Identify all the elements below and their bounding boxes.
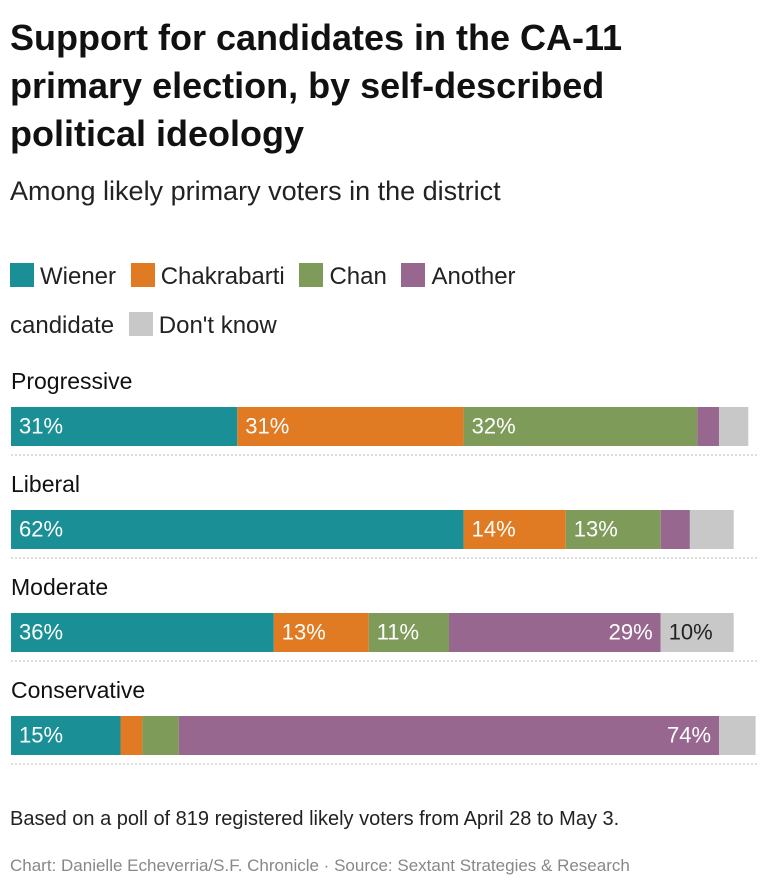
credit: Chart: Danielle Echeverria/S.F. Chronicl… (10, 856, 630, 875)
bar-segment (11, 510, 464, 549)
legend-label: Chan (329, 263, 387, 290)
bar-segment (11, 716, 121, 755)
plot: Progressive 31% 31% 32% Liberal 62% 14% 13% Mode… (11, 368, 757, 765)
chart-subtitle: Among likely primary voters in the distr… (10, 176, 501, 206)
bar-segment (660, 613, 734, 652)
legend: Wiener Chakrabarti Chan Another candidat… (10, 252, 600, 350)
bar-segment (120, 716, 143, 755)
chart-title: Support for candidates in the CA-11 prim… (10, 17, 623, 154)
bar-segment (237, 407, 464, 446)
category-label: Liberal (11, 471, 80, 497)
legend-swatch (128, 312, 153, 336)
legend-item: Chan (299, 263, 387, 290)
value-label: 13% (282, 619, 326, 644)
bar-segment (565, 510, 661, 549)
value-label: 62% (19, 516, 63, 541)
legend-item: Don't know (128, 312, 277, 339)
legend-swatch (401, 263, 426, 287)
value-label: 74% (667, 722, 711, 747)
category-label: Progressive (11, 368, 132, 394)
value-label: 13% (574, 516, 618, 541)
category-label: Conservative (11, 677, 145, 703)
legend-label: Wiener (40, 263, 117, 290)
bar-segment (368, 613, 449, 652)
value-label: 11% (377, 619, 419, 644)
value-label: 31% (245, 413, 289, 438)
legend-item: Another candidate (10, 263, 516, 339)
bar-segment (660, 510, 690, 549)
bar-segment (449, 613, 661, 652)
note: Based on a poll of 819 registered likely… (10, 808, 620, 830)
bar-segment (463, 510, 566, 549)
bar-segment (11, 407, 238, 446)
bar-segment (11, 613, 274, 652)
bar-segment (719, 407, 749, 446)
value-label: 36% (19, 619, 63, 644)
category-label: Moderate (11, 574, 108, 600)
legend-item: Wiener (10, 263, 116, 290)
legend-label: Don't know (158, 312, 277, 339)
value-label: 15% (19, 722, 63, 747)
bar-segment (463, 407, 698, 446)
value-label: 10% (669, 619, 713, 644)
bar-segment (273, 613, 369, 652)
value-label: 29% (609, 619, 653, 644)
legend-swatch (130, 263, 155, 287)
value-label: 32% (472, 413, 516, 438)
legend-label: Another candidate (10, 263, 516, 339)
value-label: 31% (19, 413, 63, 438)
bar-segment (689, 510, 734, 549)
bar-segment (142, 716, 179, 755)
bar-segment (719, 716, 756, 755)
legend-swatch (10, 263, 34, 287)
bar-segment (697, 407, 720, 446)
legend-swatch (299, 263, 324, 287)
value-label: 14% (472, 516, 516, 541)
bar-segment (178, 716, 720, 755)
legend-label: Chakrabarti (160, 263, 285, 290)
legend-item: Chakrabarti (130, 263, 285, 290)
